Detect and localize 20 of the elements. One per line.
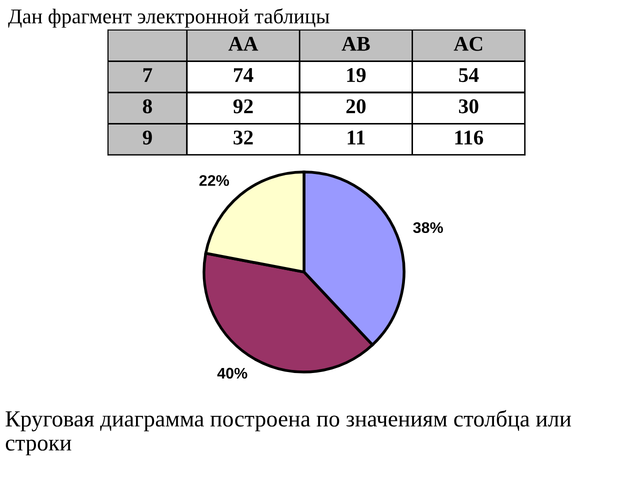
x-tick-label: AA (228, 36, 258, 51)
y-tick-label: 7 (143, 68, 152, 82)
data-label: 19 (347, 68, 366, 82)
data-label: 32 (234, 130, 253, 145)
y-tick-label: 9 (142, 130, 152, 145)
chart-title: Дан фрагмент электронной таблицы (8, 8, 330, 28)
x-tick-label: AB (342, 36, 370, 51)
data-label: 38% (413, 222, 443, 234)
data-label: 54 (459, 68, 479, 82)
data-label: 92 (233, 99, 253, 114)
data-label: 11 (348, 130, 365, 144)
data-label: 40% (217, 368, 248, 379)
y-tick-label: 8 (142, 99, 152, 114)
data-label: 20 (346, 99, 366, 114)
data-label: 74 (234, 68, 254, 82)
data-label: 116 (455, 130, 484, 145)
x-tick-label: AC (454, 36, 482, 51)
data-label: 22% (199, 175, 230, 186)
data-label: 30 (459, 99, 478, 114)
text: Круговая диаграмма построена по значениям столбца или строки (6, 410, 572, 456)
